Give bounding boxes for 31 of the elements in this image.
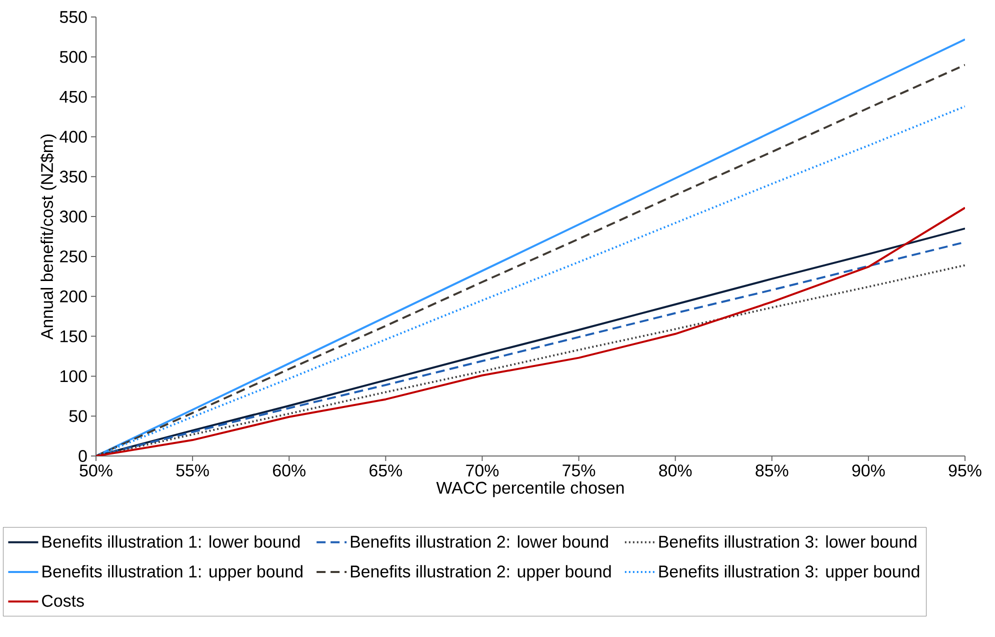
x-tick-label: 50% (80, 464, 112, 477)
x-tick-label: 75% (562, 464, 596, 476)
y-tick-label: 250 (60, 250, 87, 262)
y-tick-label: 400 (60, 130, 87, 143)
y-tick-label: 450 (60, 90, 87, 103)
x-axis-title: WACC percentile chosen (436, 481, 624, 498)
x-tick-label: 65% (370, 464, 402, 477)
x-tick-label: 55% (176, 464, 209, 476)
x-tick-label: 60% (273, 464, 306, 477)
x-tick-label: 85% (756, 464, 788, 477)
y-tick-label: 300 (60, 210, 87, 223)
x-tick-label: 70% (466, 464, 499, 477)
legend-label: Benefits illustration 3: upper bound (659, 565, 920, 581)
y-axis-title: Annual benefit/cost (NZ$m) (40, 134, 56, 340)
x-tick-label: 95% (948, 464, 982, 477)
y-tick-label: 0 (78, 450, 87, 462)
y-tick-label: 150 (60, 330, 87, 342)
legend-label: Costs (42, 594, 84, 607)
y-tick-label: 200 (60, 290, 87, 302)
legend-label: Benefits illustration 2: upper bound (350, 565, 611, 581)
legend-label: Benefits illustration 1: lower bound (42, 535, 300, 548)
legend-label: Benefits illustration 1: upper bound (42, 565, 302, 581)
y-tick-label: 50 (69, 410, 87, 422)
y-tick-label: 100 (60, 370, 87, 382)
legend-label: Benefits illustration 2: lower bound (350, 535, 608, 548)
y-tick-label: 350 (60, 170, 87, 183)
x-tick-label: 80% (659, 464, 692, 477)
y-tick-label: 500 (60, 50, 87, 63)
y-tick-label: 550 (60, 11, 87, 24)
legend-label: Benefits illustration 3: lower bound (659, 535, 916, 548)
x-tick-label: 90% (852, 464, 885, 477)
